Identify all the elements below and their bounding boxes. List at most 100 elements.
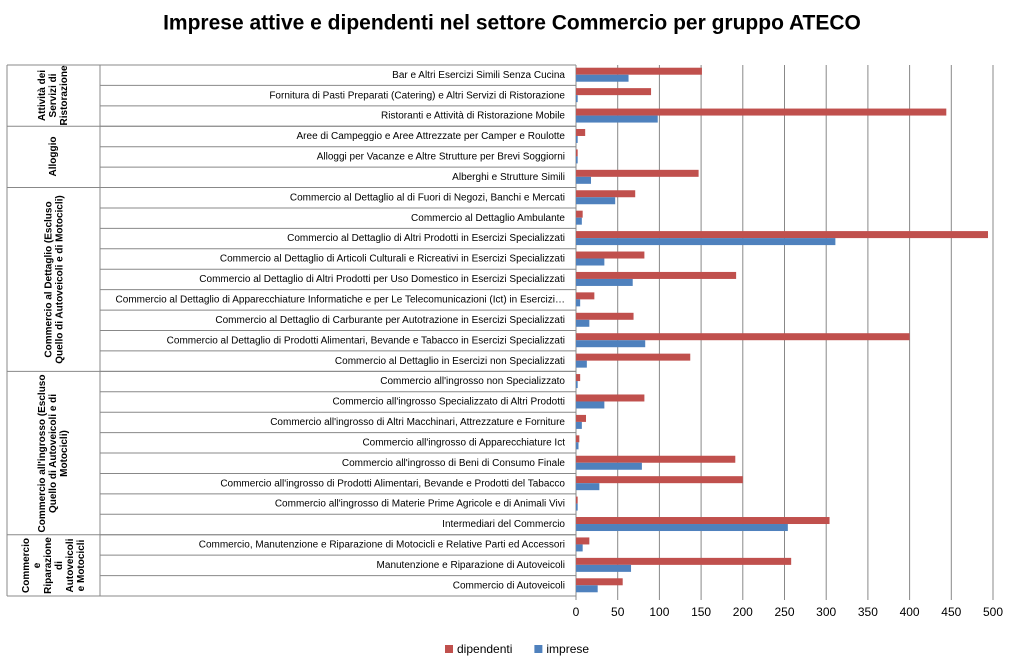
legend-label: dipendenti — [457, 642, 512, 656]
bar — [576, 585, 598, 593]
bar — [576, 394, 645, 402]
bar — [576, 496, 578, 504]
bar — [576, 176, 592, 184]
bar — [576, 271, 737, 279]
y-tick-label: Commercio al Dettaglio di Apparecchiatur… — [116, 295, 565, 306]
bar — [576, 156, 578, 164]
legend-swatch — [534, 645, 543, 653]
bar — [576, 414, 587, 422]
bar — [576, 517, 830, 525]
y-tick-label: Commercio all'ingrosso di Beni di Consum… — [342, 458, 566, 469]
y-tick-label: Alberghi e Strutture Simili — [452, 172, 565, 183]
group-label: Commercio all'ingrosso (Escluso Quello d… — [37, 374, 70, 533]
x-tick-label: 200 — [733, 605, 753, 619]
bar — [576, 319, 590, 327]
x-tick-label: 300 — [816, 605, 836, 619]
x-tick-label: 50 — [611, 605, 625, 619]
bar — [576, 374, 581, 382]
y-tick-label: Commercio all'ingrosso di Altri Macchina… — [270, 417, 565, 428]
bar — [576, 421, 582, 429]
bar — [576, 462, 642, 470]
y-tick-label: Commercio, Manutenzione e Riparazione di… — [199, 540, 565, 551]
bar — [576, 483, 600, 491]
bar — [576, 442, 579, 450]
bar — [576, 544, 583, 552]
y-tick-label: Commercio al Dettaglio al di Fuori di Ne… — [290, 192, 565, 203]
y-tick-label: Commercio al Dettaglio Ambulante — [411, 213, 565, 224]
legend-swatch — [445, 645, 453, 653]
bar — [576, 95, 578, 103]
y-tick-label: Aree di Campeggio e Aree Attrezzate per … — [297, 131, 566, 142]
bar — [576, 503, 578, 511]
y-tick-label: Commercio all'ingrosso di Apparecchiatur… — [362, 437, 565, 448]
bar — [576, 88, 652, 96]
y-tick-label: Commercio al Dettaglio di Altri Prodotti… — [287, 233, 565, 244]
y-tick-label: Commercio al Dettaglio di Carburante per… — [215, 315, 565, 326]
y-tick-label: Bar e Altri Esercizi Simili Senza Cucina — [392, 70, 565, 81]
bar — [576, 115, 658, 123]
bar — [576, 564, 632, 572]
legend-label: imprese — [546, 642, 589, 656]
bar — [576, 197, 616, 205]
y-tick-label: Ristoranti e Attività di Ristorazione Mo… — [381, 111, 565, 122]
bar — [576, 360, 587, 368]
x-tick-label: 350 — [858, 605, 878, 619]
y-tick-label: Intermediari del Commercio — [442, 519, 565, 530]
y-tick-label: Manutenzione e Riparazione di Autoveicol… — [377, 560, 565, 571]
x-tick-label: 400 — [900, 605, 920, 619]
bar — [576, 238, 836, 246]
group-label: Commercio al Dettaglio (Escluso Quello d… — [42, 195, 65, 364]
bar — [576, 537, 590, 545]
x-tick-label: 250 — [774, 605, 794, 619]
x-tick-label: 0 — [573, 605, 580, 619]
bar — [576, 278, 633, 286]
bar — [576, 258, 605, 266]
bar — [576, 135, 578, 143]
bar — [576, 210, 583, 218]
y-tick-label: Commercio all'ingrosso di Prodotti Alime… — [220, 478, 565, 489]
y-tick-label: Commercio al Dettaglio di Altri Prodotti… — [199, 274, 565, 285]
y-tick-label: Alloggi per Vacanze e Altre Strutture pe… — [317, 152, 565, 163]
group-label: Alloggio — [47, 136, 59, 177]
bar — [576, 251, 645, 259]
bar — [576, 217, 582, 225]
bar — [576, 578, 623, 586]
group-label: Attività dei Servizi di Ristorazione — [36, 65, 70, 126]
bar — [576, 476, 743, 484]
bar — [576, 333, 910, 341]
bar — [576, 67, 702, 75]
bar — [576, 312, 634, 320]
bar — [576, 340, 646, 348]
bar — [576, 524, 788, 532]
bar — [576, 169, 699, 177]
bar — [576, 455, 736, 463]
bar — [576, 401, 605, 409]
bar — [576, 299, 581, 307]
y-tick-label: Commercio all'ingrosso di Materie Prime … — [275, 499, 565, 510]
x-tick-label: 150 — [691, 605, 711, 619]
bar — [576, 108, 947, 116]
chart-title: Imprese attive e dipendenti nel settore … — [163, 12, 861, 35]
bar — [576, 190, 636, 198]
y-tick-label: Commercio al Dettaglio in Esercizi non S… — [335, 356, 565, 367]
y-tick-label: Fornitura di Pasti Preparati (Catering) … — [269, 90, 565, 101]
x-tick-label: 450 — [941, 605, 961, 619]
y-tick-label: Commercio al Dettaglio di Articoli Cultu… — [220, 254, 565, 265]
bar — [576, 74, 629, 82]
bar — [576, 292, 595, 300]
bar — [576, 353, 691, 361]
x-tick-label: 500 — [983, 605, 1003, 619]
bar — [576, 149, 578, 157]
y-tick-label: Commercio all'ingrosso non Specializzato — [380, 376, 565, 387]
group-label: Commercio e Riparazione di Autoveicoli e… — [20, 537, 87, 594]
y-tick-label: Commercio all'ingrosso Specializzato di … — [332, 397, 565, 408]
bar — [576, 557, 792, 565]
bar — [576, 435, 580, 443]
bar — [576, 231, 988, 239]
x-tick-label: 100 — [649, 605, 669, 619]
bar — [576, 128, 586, 136]
y-tick-label: Commercio di Autoveicoli — [453, 580, 565, 591]
bar — [576, 381, 578, 389]
